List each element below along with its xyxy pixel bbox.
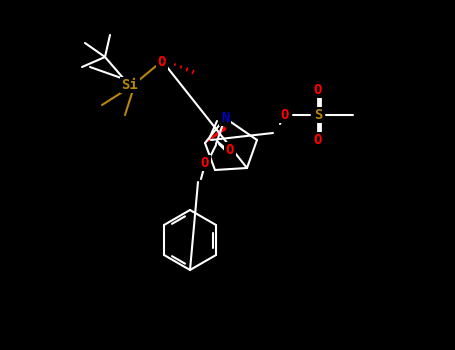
Text: O: O — [281, 108, 289, 122]
Text: O: O — [314, 83, 322, 97]
Text: S: S — [314, 108, 322, 122]
Text: N: N — [221, 111, 229, 125]
Text: Si: Si — [121, 78, 138, 92]
Text: O: O — [158, 55, 166, 69]
Text: O: O — [201, 156, 209, 170]
Text: O: O — [314, 133, 322, 147]
Polygon shape — [205, 127, 226, 143]
Text: O: O — [226, 143, 234, 157]
